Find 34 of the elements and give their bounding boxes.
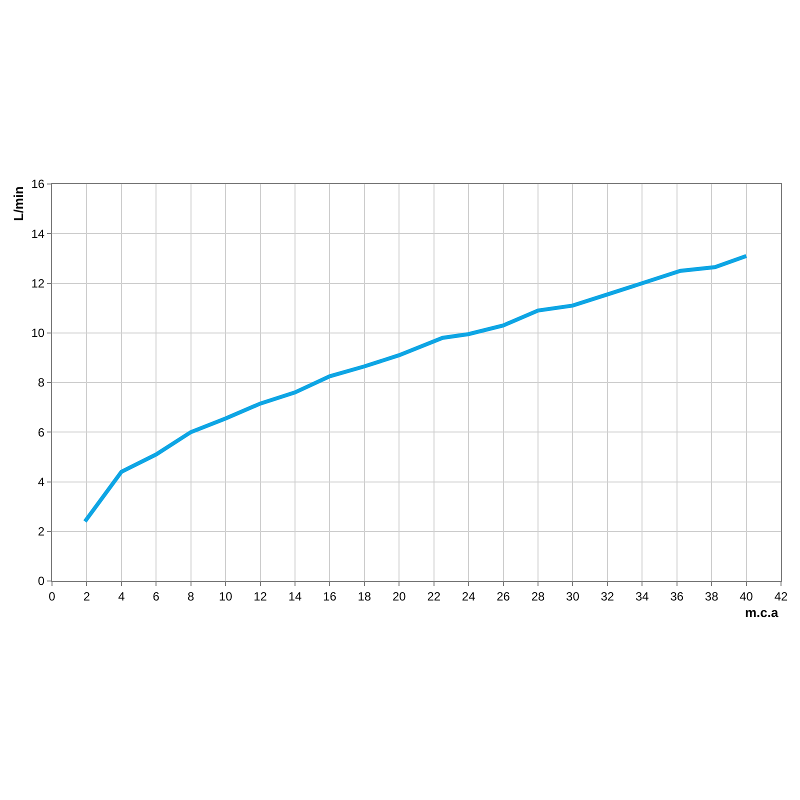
x-tick-label: 34: [635, 589, 650, 604]
x-tick-label: 32: [600, 589, 614, 604]
x-tick-label: 28: [531, 589, 545, 604]
x-tick-label: 10: [218, 589, 233, 604]
x-tick-label: 12: [254, 589, 268, 604]
x-tick-label: 8: [188, 589, 195, 604]
x-tick-label: 14: [288, 589, 302, 604]
y-axis-title: L/min: [11, 186, 26, 221]
y-tick-label: 16: [31, 177, 45, 192]
x-tick-label: 18: [358, 589, 372, 604]
x-axis-title: m.c.a: [745, 605, 780, 620]
x-tick-label: 20: [392, 589, 406, 604]
x-tick-label: 22: [427, 589, 441, 604]
y-tick-label: 14: [31, 226, 45, 241]
y-tick-label: 0: [38, 574, 45, 588]
y-tick-label: 12: [31, 276, 45, 290]
x-tick-label: 16: [323, 589, 337, 604]
x-tick-label: 26: [496, 589, 510, 604]
y-tick-label: 10: [31, 326, 45, 340]
y-tick-label: 4: [38, 474, 45, 489]
x-tick-label: 40: [740, 589, 754, 604]
x-tick-label: 38: [704, 589, 719, 604]
x-tick-label: 2: [83, 589, 90, 604]
y-tick-label: 8: [38, 376, 45, 390]
x-tick-label: 4: [118, 589, 126, 604]
y-tick-label: 2: [38, 524, 45, 539]
x-tick-label: 24: [462, 589, 476, 604]
x-tick-label: 36: [670, 589, 684, 604]
x-tick-label: 42: [774, 589, 788, 604]
x-tick-label: 6: [152, 589, 160, 604]
x-tick-label: 30: [566, 589, 580, 604]
line-series: [82, 254, 748, 524]
x-tick-label: 0: [48, 589, 56, 604]
y-tick-label: 6: [38, 425, 45, 440]
